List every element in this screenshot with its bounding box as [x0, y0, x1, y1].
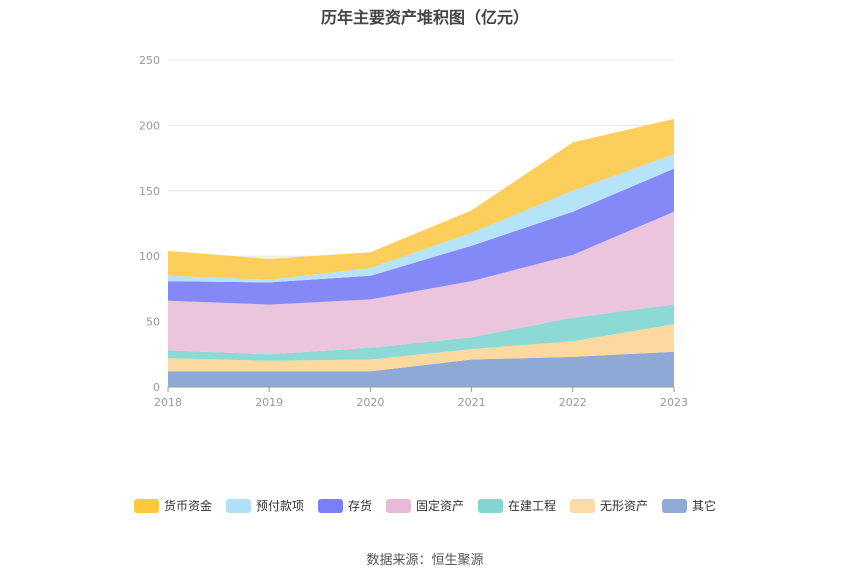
- area-6: [168, 154, 674, 283]
- legend-label: 存货: [347, 499, 372, 513]
- source-note: 数据来源：恒生聚源: [366, 553, 484, 568]
- x-tick-label: 2022: [559, 396, 587, 409]
- x-tick-label: 2023: [660, 396, 688, 409]
- legend-swatch: [662, 498, 688, 513]
- area-2: [168, 324, 674, 372]
- legend-item[interactable]: 其它: [662, 497, 716, 514]
- area-5: [168, 168, 674, 305]
- legend-item[interactable]: 预付款项: [225, 497, 304, 514]
- legend: 货币资金 预付款项 存货 固定资产 在建工程 无形资产 其它: [0, 497, 850, 514]
- legend-label: 固定资产: [415, 499, 464, 513]
- legend-item[interactable]: 存货: [317, 497, 372, 514]
- legend-label: 其它: [692, 499, 717, 513]
- legend-swatch: [133, 498, 159, 513]
- area-4: [168, 211, 674, 355]
- x-tick-label: 2018: [154, 396, 182, 409]
- legend-label: 预付款项: [255, 499, 304, 513]
- legend-swatch: [225, 498, 251, 513]
- legend-item[interactable]: 固定资产: [385, 497, 464, 514]
- x-tick-label: 2021: [458, 396, 486, 409]
- y-tick-label: 250: [139, 54, 160, 67]
- area-1: [168, 351, 674, 387]
- legend-label: 在建工程: [508, 499, 557, 513]
- legend-swatch: [385, 498, 411, 513]
- legend-swatch: [317, 498, 343, 513]
- y-tick-label: 0: [153, 381, 160, 394]
- legend-swatch: [570, 498, 596, 513]
- y-tick-label: 200: [139, 119, 160, 132]
- area-3: [168, 304, 674, 361]
- area-7: [168, 118, 674, 280]
- legend-item[interactable]: 无形资产: [570, 497, 648, 514]
- axes: 0 50 100 150 200 250 2018 2019 2020 2021 2022 2023: [139, 54, 688, 409]
- legend-label: 货币资金: [163, 499, 212, 513]
- chart-title: 历年主要资产堆积图（亿元）: [320, 8, 529, 27]
- legend-item[interactable]: 在建工程: [478, 497, 556, 514]
- area-series: [168, 118, 674, 387]
- legend-item[interactable]: 货币资金: [133, 497, 212, 514]
- y-tick-label: 150: [139, 185, 160, 198]
- legend-swatch: [478, 498, 503, 513]
- x-tick-label: 2020: [356, 396, 384, 409]
- legend-label: 无形资产: [600, 499, 649, 513]
- x-tick-label: 2019: [255, 396, 283, 409]
- y-tick-label: 50: [146, 316, 160, 329]
- y-tick-label: 100: [139, 250, 160, 263]
